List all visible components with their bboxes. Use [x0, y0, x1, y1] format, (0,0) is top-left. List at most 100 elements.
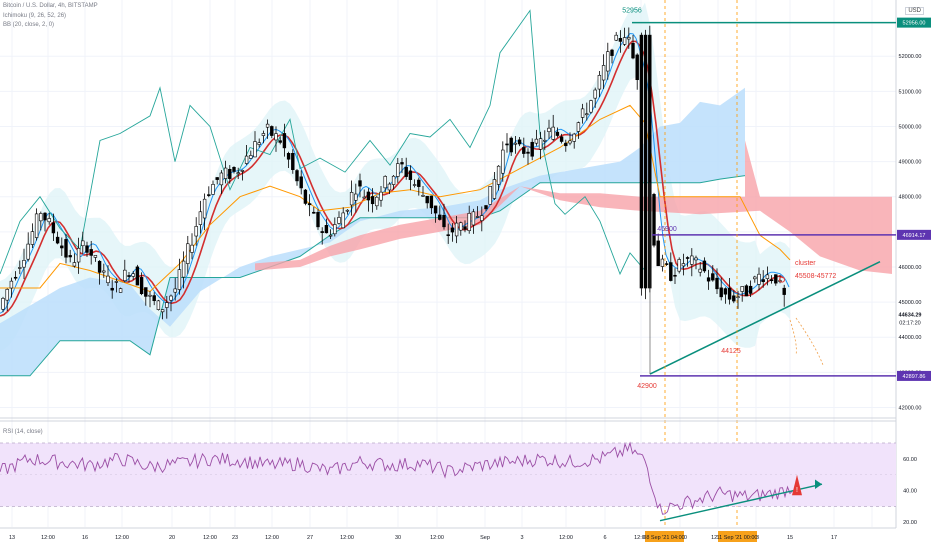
annotations: 52956 46900 42900 44125 cluster 45508-45772	[622, 7, 836, 390]
candle-down	[484, 205, 488, 210]
candle-down	[715, 277, 719, 290]
candle-up	[76, 247, 81, 263]
candle-up	[165, 302, 169, 308]
candle-down	[652, 194, 656, 246]
candle-up	[488, 185, 492, 205]
candle-up	[354, 193, 358, 201]
candle-down	[139, 277, 144, 295]
date-box-bg	[718, 531, 757, 542]
candle-down	[711, 273, 715, 281]
candle-up	[475, 216, 480, 218]
candle-down	[400, 162, 404, 165]
candle-up	[387, 183, 392, 191]
candle-up	[543, 139, 547, 142]
candle-up	[459, 222, 463, 231]
candle-down	[774, 274, 778, 284]
cloud-bullish	[0, 87, 745, 376]
candle-down	[404, 167, 408, 177]
candle-up	[627, 37, 631, 40]
price-tag-mid-bg	[897, 229, 931, 240]
candle-down	[505, 143, 509, 146]
candle-down	[433, 205, 438, 214]
candle-up	[383, 176, 387, 189]
candle-down	[769, 279, 774, 282]
candle-up	[337, 217, 341, 224]
candle-down	[370, 196, 375, 205]
candle-up	[106, 275, 110, 284]
currency-button[interactable]: USD	[905, 7, 924, 15]
candle-down	[270, 126, 274, 136]
horizontal-levels	[632, 21, 896, 377]
candle-up	[614, 34, 618, 41]
candle-down	[723, 288, 728, 295]
candle-down	[13, 276, 18, 279]
date-box-date: 11 Sep '21 00:00	[716, 535, 757, 541]
label-cluster-title: cluster	[795, 260, 816, 267]
candle-down	[85, 245, 89, 253]
time-tick: 23	[232, 535, 238, 541]
candle-down	[278, 140, 282, 143]
candle-up	[593, 89, 597, 99]
time-tick: 12:00	[41, 535, 55, 541]
candle-down	[358, 180, 362, 187]
rsi-label: RSI (14, close)	[3, 429, 43, 435]
time-tick: 13	[9, 535, 15, 541]
candle-up	[223, 167, 228, 179]
candle-up	[148, 294, 152, 297]
candle-down	[463, 226, 467, 230]
candle-down	[366, 191, 371, 201]
candle-down	[417, 179, 421, 187]
candle-up	[534, 138, 539, 144]
candle-down	[425, 195, 429, 204]
projection-path	[789, 319, 797, 356]
candle-up	[589, 100, 593, 113]
candle-up	[177, 269, 182, 290]
candle-up	[492, 179, 497, 199]
candle-up	[123, 269, 127, 282]
candle-down	[610, 49, 614, 56]
candle-down	[509, 137, 513, 153]
candle-down	[669, 262, 673, 281]
candle-up	[606, 51, 610, 72]
label-cluster-range: 45508-45772	[795, 273, 836, 280]
time-tick: 12:00	[340, 535, 354, 541]
candle-down	[127, 275, 131, 277]
candle-down	[732, 295, 736, 302]
candle-down	[60, 245, 64, 249]
price-tick: 42000.00	[899, 405, 922, 411]
countdown: 02:17:20	[899, 321, 920, 327]
candle-down	[207, 194, 211, 196]
time-tick: 27	[307, 535, 313, 541]
time-tick: 6	[603, 535, 606, 541]
candle-up	[257, 142, 261, 145]
candle-up	[9, 280, 14, 289]
candle-up	[341, 212, 345, 229]
candle-up	[471, 211, 476, 226]
candle-down	[664, 263, 669, 265]
candle-up	[72, 262, 77, 267]
candle-up	[253, 141, 257, 158]
candle-up	[194, 226, 198, 237]
candle-up	[576, 122, 581, 132]
candle-down	[530, 141, 534, 157]
candle-down	[727, 287, 732, 300]
time-tick: 12:00	[265, 535, 279, 541]
candle-up	[328, 234, 333, 237]
price-tick: 49000.00	[899, 160, 922, 166]
candle-up	[22, 260, 26, 268]
time-tick: 12:00	[559, 535, 573, 541]
candle-up	[690, 255, 694, 265]
candle-up	[379, 191, 383, 201]
trendline-support	[649, 260, 881, 375]
candle-down	[408, 170, 413, 180]
candle-up	[547, 127, 551, 132]
candle-up	[412, 184, 417, 186]
candle-up	[421, 195, 425, 197]
candle-up	[396, 163, 400, 177]
candle-up	[681, 263, 686, 267]
price-tick: 46000.00	[899, 265, 922, 271]
candle-up	[249, 155, 253, 159]
candle-up	[538, 138, 543, 150]
candle-up	[18, 267, 22, 269]
